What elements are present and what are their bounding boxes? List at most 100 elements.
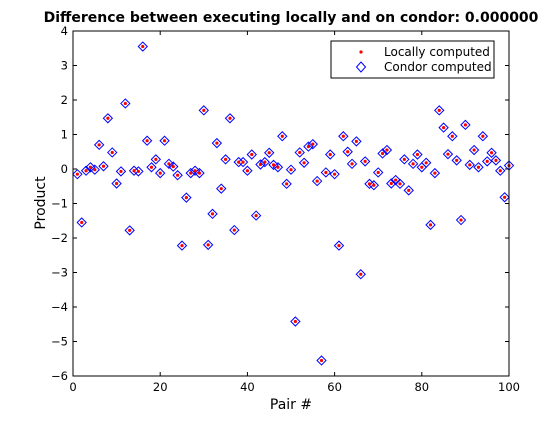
condor-computed-point — [229, 224, 240, 236]
locally-computed-point — [455, 158, 459, 162]
condor-computed-point — [181, 192, 192, 203]
locally-computed-point — [328, 152, 332, 157]
condor-computed-point — [107, 147, 118, 158]
locally-computed-point — [367, 182, 372, 186]
locally-computed-point — [498, 169, 502, 173]
condor-computed-point — [263, 147, 275, 158]
locally-computed-point — [162, 139, 167, 143]
locally-computed-point — [271, 163, 276, 167]
x-tick-label: 100 — [498, 380, 520, 394]
locally-computed-point — [267, 151, 271, 155]
condor-computed-point — [481, 156, 493, 167]
condor-computed-point — [202, 239, 214, 251]
locally-computed-point — [228, 116, 232, 120]
condor-computed-point — [407, 158, 419, 170]
y-tick-label: 1 — [61, 128, 68, 142]
locally-computed-point — [389, 181, 393, 186]
condor-computed-point — [168, 161, 179, 172]
locally-computed-point — [106, 116, 110, 120]
locally-computed-point — [110, 150, 114, 155]
locally-computed-point — [184, 196, 188, 200]
locally-computed-point — [132, 169, 136, 173]
y-tick-label: −4 — [51, 300, 68, 314]
locally-computed-point — [315, 179, 319, 183]
condor-computed-point — [486, 147, 497, 158]
condor-computed-point — [377, 148, 388, 159]
condor-computed-point — [303, 141, 314, 152]
locally-computed-point — [415, 152, 420, 157]
condor-computed-point — [420, 157, 432, 168]
locally-computed-point — [84, 169, 88, 173]
condor-computed-point — [277, 131, 288, 142]
y-tick-label: 0 — [61, 162, 68, 176]
locally-computed-point — [402, 157, 406, 161]
condor-computed-point — [150, 154, 162, 165]
locally-computed-point — [250, 152, 254, 157]
condor-computed-point — [290, 316, 301, 327]
locally-computed-point — [359, 272, 363, 276]
condor-computed-point — [159, 135, 170, 146]
locally-computed-point — [494, 158, 498, 162]
condor-computed-point — [242, 165, 253, 176]
condor-computed-point — [451, 155, 462, 166]
locally-computed-point — [101, 164, 106, 168]
condor-computed-point — [499, 192, 510, 203]
locally-computed-point — [350, 162, 354, 166]
y-axis-title: Product — [33, 176, 49, 230]
chart-title: Difference between executing locally and… — [44, 10, 539, 26]
legend: Locally computed Condor computed — [330, 40, 495, 79]
legend-box — [330, 40, 495, 79]
locally-computed-point — [354, 139, 358, 143]
locally-computed-point — [189, 171, 193, 175]
condor-computed-point — [255, 159, 266, 170]
condor-computed-point — [246, 149, 257, 160]
locally-computed-point — [450, 134, 454, 138]
locally-computed-point — [285, 182, 289, 186]
condor-computed-point — [307, 138, 319, 150]
condor-computed-point — [372, 167, 384, 178]
condor-computed-point — [102, 113, 114, 124]
y-tick-label: 4 — [61, 24, 68, 38]
locally-computed-point — [241, 160, 245, 164]
locally-computed-point — [411, 162, 415, 166]
condor-computed-point — [111, 178, 122, 189]
condor-computed-point — [294, 147, 305, 158]
condor-computed-point — [351, 136, 362, 147]
locally-computed-point — [88, 165, 93, 169]
locally-computed-point — [80, 220, 84, 225]
condor-computed-point — [338, 131, 349, 142]
locally-computed-point — [158, 171, 162, 175]
locally-computed-point — [319, 358, 324, 363]
condor-computed-point — [399, 154, 410, 165]
locally-computed-point — [363, 159, 367, 164]
y-tick-label: 3 — [61, 59, 68, 73]
condor-computed-point — [329, 168, 340, 180]
locally-computed-point — [468, 163, 472, 167]
locally-computed-point — [145, 139, 149, 143]
condor-computed-point — [220, 154, 231, 165]
locally-computed-point — [215, 141, 219, 145]
condor-computed-point — [464, 159, 475, 171]
condor-computed-point — [259, 156, 271, 168]
condor-computed-point — [298, 157, 310, 168]
locally-computed-point — [385, 148, 389, 152]
condor-computed-point — [460, 119, 471, 131]
locally-computed-point — [232, 228, 236, 232]
plot-area — [73, 31, 509, 376]
locally-computed-point — [149, 165, 154, 169]
condor-computed-point — [316, 355, 327, 366]
condor-computed-point — [359, 156, 371, 167]
condor-computed-point — [237, 156, 249, 168]
locally-computed-point — [481, 134, 485, 138]
locally-computed-point — [376, 170, 380, 175]
locally-computed-point — [446, 152, 450, 156]
condor-computed-point — [89, 164, 101, 175]
locally-computed-point — [210, 212, 215, 216]
locally-computed-point — [97, 143, 101, 147]
condor-computed-point — [495, 165, 506, 176]
condor-computed-point — [285, 164, 297, 175]
condor-computed-point — [189, 165, 201, 176]
locally-computed-point — [311, 142, 315, 146]
condor-computed-point — [447, 131, 458, 142]
